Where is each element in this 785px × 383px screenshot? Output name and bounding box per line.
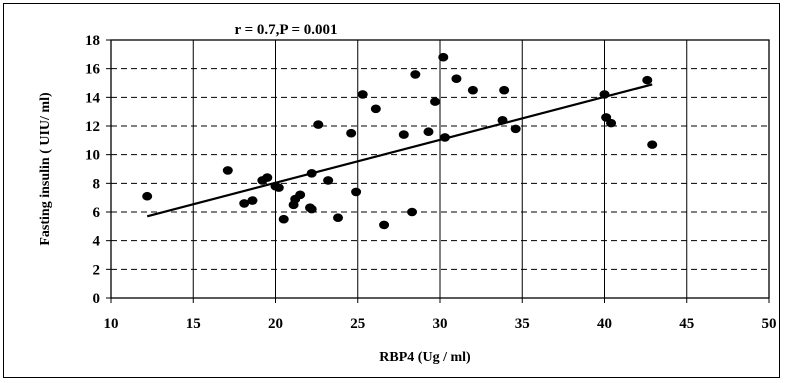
x-tick-label: 30 bbox=[433, 316, 448, 332]
y-tick-label: 2 bbox=[93, 262, 101, 278]
data-point bbox=[370, 104, 381, 114]
data-point bbox=[295, 190, 306, 200]
data-point bbox=[647, 140, 658, 149]
data-point bbox=[439, 133, 450, 142]
y-tick-label: 6 bbox=[93, 205, 101, 221]
x-tick-label: 40 bbox=[597, 316, 612, 332]
data-point bbox=[306, 169, 317, 178]
data-point bbox=[278, 214, 289, 224]
trendline bbox=[146, 83, 653, 218]
data-point bbox=[467, 85, 478, 95]
data-point bbox=[313, 120, 324, 129]
tick-labels: 0 2 4 6 8 10 12 14 16 18 10 15 20 25 30 35 40 45 50 bbox=[85, 33, 777, 332]
correlation-annotation: r = 0.7,P = 0.001 bbox=[234, 22, 337, 38]
data-point bbox=[357, 90, 368, 99]
data-point bbox=[451, 74, 462, 83]
data-point bbox=[262, 173, 273, 182]
y-axis-title: Fasting insulin ( UIU/ ml) bbox=[38, 92, 53, 246]
data-point bbox=[142, 191, 153, 201]
y-tick-label: 8 bbox=[93, 176, 101, 192]
x-tick-label: 10 bbox=[104, 316, 119, 332]
data-point bbox=[407, 207, 418, 217]
grid-lines bbox=[111, 39, 769, 298]
data-point bbox=[379, 220, 390, 230]
y-tick-label: 14 bbox=[85, 90, 101, 106]
data-point bbox=[398, 130, 409, 139]
data-point bbox=[306, 204, 317, 214]
data-point bbox=[642, 75, 653, 85]
data-point bbox=[606, 118, 617, 128]
data-point bbox=[438, 52, 449, 62]
y-tick-label: 16 bbox=[85, 62, 101, 78]
axes bbox=[106, 39, 770, 303]
x-tick-label: 20 bbox=[268, 316, 283, 332]
data-point bbox=[599, 90, 610, 99]
y-tick-label: 10 bbox=[85, 148, 100, 164]
data-point bbox=[239, 199, 250, 208]
data-point bbox=[273, 183, 284, 192]
x-tick-label: 25 bbox=[350, 316, 365, 332]
y-tick-label: 12 bbox=[85, 119, 100, 135]
data-point bbox=[430, 97, 441, 106]
x-tick-label: 15 bbox=[186, 316, 201, 332]
x-tick-label: 45 bbox=[679, 316, 694, 332]
data-point bbox=[410, 70, 421, 79]
x-tick-label: 35 bbox=[515, 316, 530, 332]
data-point bbox=[499, 85, 510, 95]
data-point bbox=[222, 166, 233, 175]
trendline-group bbox=[146, 83, 653, 218]
data-point bbox=[423, 127, 434, 137]
x-axis-title: RBP4 (Ug / ml) bbox=[379, 350, 471, 365]
data-point bbox=[510, 124, 521, 134]
x-tick-label: 50 bbox=[762, 316, 777, 332]
data-point bbox=[346, 128, 357, 138]
y-tick-label: 18 bbox=[85, 33, 100, 49]
data-point bbox=[351, 187, 362, 197]
data-point bbox=[497, 115, 508, 125]
plot-area-border bbox=[110, 39, 770, 299]
data-point bbox=[333, 213, 344, 223]
y-tick-label: 4 bbox=[93, 234, 101, 250]
data-points bbox=[142, 52, 658, 230]
y-tick-label: 0 bbox=[93, 291, 101, 307]
data-point bbox=[323, 176, 334, 185]
chart-frame bbox=[3, 3, 780, 378]
data-point bbox=[247, 196, 258, 205]
